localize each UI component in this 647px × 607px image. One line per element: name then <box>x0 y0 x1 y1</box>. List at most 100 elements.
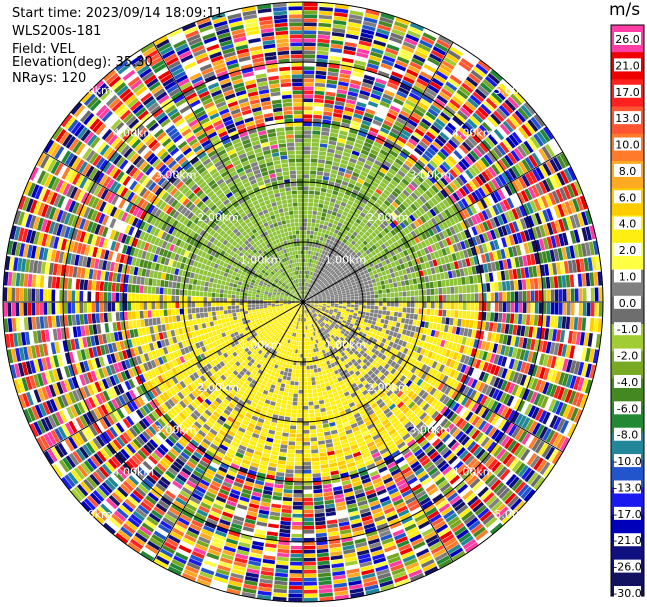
range-bin <box>386 171 395 179</box>
range-bin <box>383 160 392 168</box>
range-bin <box>504 270 510 281</box>
range-bin <box>348 14 363 21</box>
range-bin <box>545 177 555 191</box>
range-bin <box>371 320 376 326</box>
range-bin <box>353 290 358 294</box>
range-bin <box>350 304 355 308</box>
range-bin <box>308 271 312 275</box>
range-bin <box>554 289 559 302</box>
range-bin <box>412 345 419 352</box>
range-bin <box>396 117 407 126</box>
range-bin <box>343 267 348 272</box>
range-bin <box>381 270 387 276</box>
range-bin <box>546 355 553 368</box>
range-bin <box>328 248 333 254</box>
range-bin <box>508 167 518 180</box>
range-bin <box>428 127 439 137</box>
range-bin <box>319 276 323 281</box>
range-bin <box>376 318 381 323</box>
range-bin <box>514 257 520 268</box>
range-bin <box>399 166 409 175</box>
range-bin <box>454 310 459 318</box>
range-bin <box>366 276 372 281</box>
range-bin <box>324 270 328 274</box>
range-bin <box>476 393 485 404</box>
range-bin <box>406 224 414 232</box>
range-bin <box>321 229 327 234</box>
range-bin <box>563 260 570 274</box>
range-bin <box>424 365 431 374</box>
range-bin <box>322 361 328 367</box>
range-bin <box>374 309 379 314</box>
range-bin <box>311 222 316 227</box>
range-bin <box>437 249 444 258</box>
range-bin <box>564 201 573 215</box>
range-bin <box>271 450 279 456</box>
range-bin <box>427 359 434 367</box>
range-bin <box>498 302 503 312</box>
range-bin <box>327 287 332 291</box>
range-bin <box>316 284 320 288</box>
range-bin <box>406 307 411 313</box>
range-bin <box>370 51 383 59</box>
range-bin <box>469 320 474 329</box>
range-bin <box>357 156 366 163</box>
range-bin <box>418 308 423 315</box>
range-bin <box>370 195 378 202</box>
range-bin <box>318 10 333 16</box>
range-bin <box>314 98 324 104</box>
range-bin <box>325 247 330 253</box>
range-bin <box>346 232 352 238</box>
range-bin <box>306 298 311 301</box>
range-bin <box>282 496 293 502</box>
range-bin <box>350 307 355 310</box>
range-bin <box>342 297 347 300</box>
range-bin <box>336 253 341 259</box>
range-bin <box>442 199 450 208</box>
range-bin <box>432 259 438 267</box>
range-bin <box>578 288 583 302</box>
range-bin <box>455 269 461 278</box>
range-bin <box>312 130 321 135</box>
range-bin <box>356 316 361 321</box>
range-bin <box>375 138 385 145</box>
range-bin <box>349 309 354 313</box>
range-bin <box>511 180 520 193</box>
range-bin <box>450 302 455 310</box>
range-bin <box>327 450 335 456</box>
range-bin <box>553 248 560 262</box>
range-bin <box>291 409 298 414</box>
range-bin <box>319 195 326 201</box>
range-bin <box>493 128 505 141</box>
range-bin <box>521 124 532 137</box>
range-bin <box>431 244 437 252</box>
range-bin <box>382 254 389 260</box>
range-bin <box>401 45 415 54</box>
range-bin <box>562 404 572 419</box>
range-bin <box>396 224 403 232</box>
range-bin <box>312 292 316 295</box>
range-bin <box>438 295 443 302</box>
range-bin <box>581 362 589 377</box>
range-bin <box>402 249 409 257</box>
range-bin <box>507 96 520 109</box>
range-bin <box>373 313 378 318</box>
range-bin <box>467 377 475 387</box>
range-bin <box>366 308 371 313</box>
range-bin <box>335 243 340 249</box>
range-bin <box>375 174 383 181</box>
range-bin <box>308 293 311 297</box>
range-bin <box>496 85 509 98</box>
range-bin <box>318 304 323 307</box>
range-bin <box>390 212 398 219</box>
range-bin <box>382 220 389 227</box>
range-bin <box>319 143 328 148</box>
range-bin <box>400 317 406 324</box>
range-bin <box>303 130 312 135</box>
range-bin <box>397 358 403 365</box>
range-bin <box>310 304 315 306</box>
range-bin <box>343 282 348 287</box>
range-bin <box>348 196 356 203</box>
range-bin <box>392 342 398 349</box>
range-bin <box>306 238 310 243</box>
